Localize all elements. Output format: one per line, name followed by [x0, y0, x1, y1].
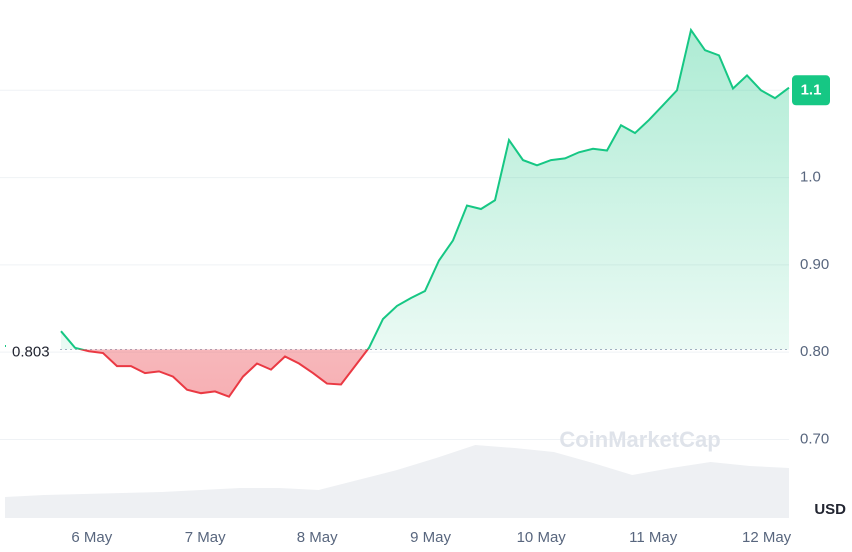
y-tick-label: 0.90	[800, 256, 829, 273]
price-line	[60, 27, 790, 350]
x-tick-label: 12 May	[742, 529, 792, 546]
x-tick-label: 8 May	[297, 529, 338, 546]
price-line	[77, 349, 369, 398]
area-above	[61, 30, 789, 350]
y-tick-label: 1.1	[801, 81, 822, 98]
x-tick-label: 6 May	[71, 529, 112, 546]
x-tick-label: 7 May	[185, 529, 226, 546]
y-tick-label: 1.0	[800, 169, 821, 186]
area-below	[61, 349, 789, 397]
x-tick-label: 11 May	[629, 529, 678, 546]
volume-area	[5, 445, 789, 518]
x-tick-label: 10 May	[517, 529, 567, 546]
price-badge	[792, 75, 830, 106]
watermark: CoinMarketCap	[559, 427, 720, 452]
y-unit: USD	[814, 501, 846, 518]
y-tick-label: 0.80	[800, 343, 829, 360]
x-tick-label: 9 May	[410, 529, 451, 546]
y-tick-label: 0.70	[800, 430, 829, 447]
baseline-label: 0.803	[12, 344, 50, 361]
